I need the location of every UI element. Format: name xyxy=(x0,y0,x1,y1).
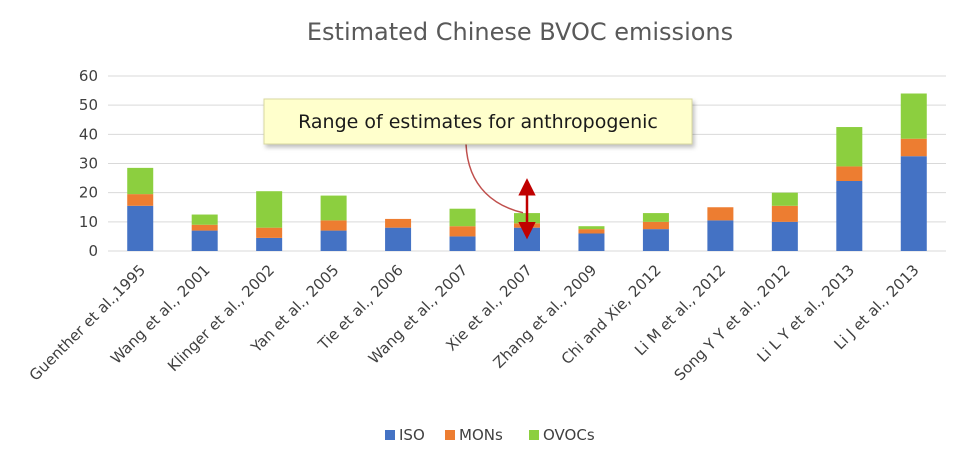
bar-segment-iso xyxy=(836,181,863,251)
bar-segment-ovocs xyxy=(191,214,218,225)
y-tick-label: 50 xyxy=(79,96,98,114)
bar-segment-mons xyxy=(385,218,412,228)
bar-segment-iso xyxy=(127,205,154,251)
y-tick-label: 30 xyxy=(79,155,98,173)
chart-title: Estimated Chinese BVOC emissions xyxy=(307,18,733,46)
legend: ISO MONs OVOCs xyxy=(385,426,595,444)
bar-segment-mons xyxy=(836,166,863,181)
annotation-box xyxy=(263,98,693,145)
y-axis-ticks: 0 10 20 30 40 50 60 xyxy=(79,67,98,260)
legend-label-mons: MONs xyxy=(459,426,503,444)
bars xyxy=(127,93,927,251)
x-tick-label: Song Y Y et al., 2012 xyxy=(671,261,794,384)
bar-segment-iso xyxy=(900,156,927,251)
y-tick-label: 10 xyxy=(79,213,98,231)
x-tick-label: Guenther et al.,1995 xyxy=(26,261,149,384)
y-tick-label: 60 xyxy=(79,67,98,85)
bar-segment-mons xyxy=(707,207,734,221)
bar-segment-mons xyxy=(256,227,283,238)
bar-segment-mons xyxy=(900,138,927,157)
bar-segment-iso xyxy=(385,227,412,251)
x-tick-label: Klinger et al., 2002 xyxy=(164,261,278,375)
y-tick-label: 20 xyxy=(79,184,98,202)
bar-segment-iso xyxy=(771,221,798,251)
annotation: Range of estimates for anthropogenic xyxy=(263,98,693,240)
legend-label-ovocs: OVOCs xyxy=(543,426,595,444)
bar-segment-ovocs xyxy=(320,195,347,221)
bar-segment-iso xyxy=(320,230,347,251)
bar-segment-ovocs xyxy=(771,192,798,206)
bar-segment-iso xyxy=(642,229,669,251)
bar-segment-iso xyxy=(707,220,734,251)
legend-swatch-mons xyxy=(445,430,455,440)
bar-segment-ovocs xyxy=(127,167,154,195)
bar-segment-mons xyxy=(320,220,347,231)
annotation-curve xyxy=(465,143,524,214)
bar-segment-iso xyxy=(578,233,605,251)
bar-segment-iso xyxy=(256,237,283,251)
bar-segment-ovocs xyxy=(449,208,476,227)
bar-segment-ovocs xyxy=(256,191,283,228)
bar-segment-mons xyxy=(578,229,605,234)
annotation-text: Range of estimates for anthropogenic xyxy=(298,111,658,133)
bar-segment-mons xyxy=(449,226,476,237)
legend-swatch-iso xyxy=(385,430,395,440)
y-tick-label: 40 xyxy=(79,125,98,143)
bar-segment-iso xyxy=(191,230,218,251)
bar-segment-ovocs xyxy=(642,213,669,222)
bar-segment-mons xyxy=(191,224,218,231)
bar-segment-ovocs xyxy=(900,93,927,139)
y-tick-label: 0 xyxy=(88,242,98,260)
bar-segment-ovocs xyxy=(836,127,863,167)
bar-segment-mons xyxy=(642,221,669,230)
bar-segment-iso xyxy=(514,227,540,251)
legend-label-iso: ISO xyxy=(399,426,425,444)
bar-segment-ovocs xyxy=(578,226,605,230)
bar-segment-iso xyxy=(449,236,476,251)
legend-swatch-ovocs xyxy=(529,430,539,440)
bar-segment-mons xyxy=(127,194,154,206)
bar-segment-mons xyxy=(771,205,798,222)
